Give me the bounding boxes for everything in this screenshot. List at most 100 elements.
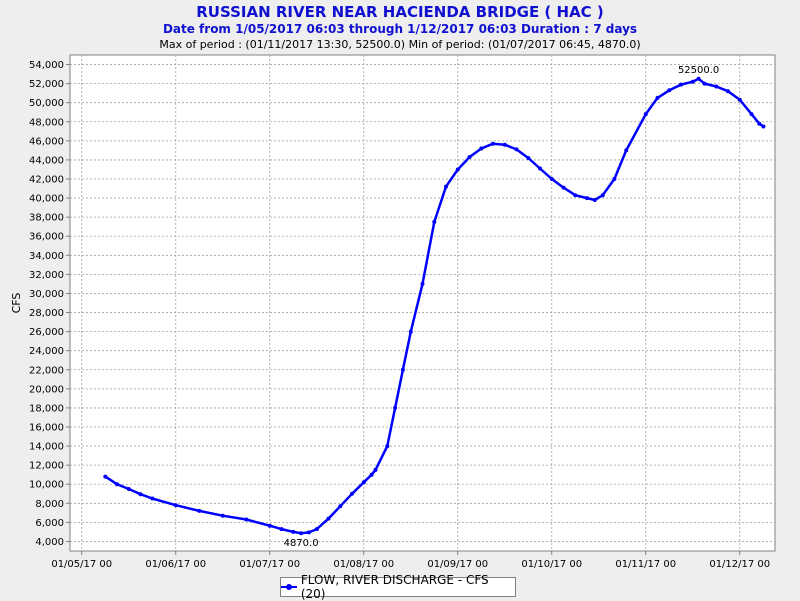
y-tick-label: 30,000 [29, 289, 64, 300]
data-point [338, 504, 343, 509]
data-point [643, 112, 648, 117]
data-point [306, 530, 311, 535]
data-point [467, 155, 472, 160]
data-point [299, 531, 304, 536]
data-point [369, 472, 374, 477]
data-point [385, 444, 390, 449]
data-point [502, 142, 507, 147]
data-point [244, 517, 249, 522]
data-point [326, 516, 331, 521]
data-point [150, 496, 155, 501]
y-tick-label: 52,000 [29, 79, 64, 90]
data-point [455, 167, 460, 172]
data-point [432, 219, 437, 224]
x-tick-label: 01/07/17 00 [239, 559, 300, 570]
y-tick-label: 34,000 [29, 251, 64, 262]
data-point [173, 503, 178, 508]
y-tick-label: 6,000 [35, 518, 64, 529]
y-tick-label: 26,000 [29, 327, 64, 338]
y-tick-label: 54,000 [29, 60, 64, 71]
data-point [526, 156, 531, 160]
data-point [573, 193, 578, 198]
chart-subtitle: Date from 1/05/2017 06:03 through 1/12/2… [163, 22, 637, 36]
data-point [444, 184, 448, 189]
data-point [612, 177, 617, 181]
x-tick-label: 01/06/17 00 [145, 559, 206, 570]
data-point [491, 141, 495, 146]
chart-period-info: Max of period : (01/11/2017 13:30, 52500… [159, 38, 640, 51]
y-tick-label: 48,000 [29, 117, 64, 128]
y-tick-label: 24,000 [29, 346, 64, 357]
data-point [624, 148, 629, 153]
data-point [761, 124, 766, 129]
y-tick-label: 12,000 [29, 461, 64, 472]
data-point [220, 513, 225, 518]
tick-layer: 4,000 6,000 8,000 10,000 12,000 14,000 16,000 1… [29, 60, 770, 570]
data-point [690, 79, 695, 84]
chart-title: RUSSIAN RIVER NEAR HACIENDA BRIDGE ( HAC… [196, 3, 604, 21]
data-point [679, 82, 683, 87]
annotation-layer: 52500.0 4870.0 [284, 65, 720, 549]
y-tick-label: 22,000 [29, 365, 64, 376]
data-point [749, 112, 754, 117]
data-point [655, 95, 660, 100]
max-annotation: 52500.0 [678, 65, 719, 76]
data-point [714, 84, 719, 89]
grid-layer [70, 55, 775, 551]
y-tick-label: 50,000 [29, 98, 64, 109]
data-point [361, 480, 366, 485]
data-point [514, 147, 519, 152]
y-axis-label: CFS [10, 293, 23, 314]
y-tick-label: 4,000 [35, 537, 64, 548]
x-tick-label: 01/12/17 00 [709, 559, 770, 570]
y-tick-label: 42,000 [29, 175, 64, 186]
y-tick-label: 14,000 [29, 442, 64, 453]
data-point [561, 185, 566, 190]
y-tick-label: 32,000 [29, 270, 64, 281]
data-point [138, 492, 143, 497]
data-point [600, 193, 605, 198]
plot-area [69, 54, 776, 552]
data-point [592, 198, 597, 202]
min-annotation: 4870.0 [284, 538, 319, 549]
data-point [314, 527, 319, 532]
y-tick-label: 36,000 [29, 232, 64, 243]
data-point [350, 491, 354, 496]
data-point [696, 76, 701, 81]
data-point [585, 196, 589, 201]
x-tick-label: 01/10/17 00 [521, 559, 582, 570]
data-point [291, 529, 296, 534]
data-point [197, 508, 202, 513]
x-tick-label: 01/11/17 00 [615, 559, 676, 570]
data-point [479, 146, 484, 151]
y-tick-label: 16,000 [29, 423, 64, 434]
data-point [393, 405, 398, 410]
data-point [373, 467, 378, 472]
data-point [400, 367, 405, 372]
y-tick-label: 28,000 [29, 308, 64, 319]
y-tick-label: 10,000 [29, 480, 64, 491]
data-point [126, 487, 131, 491]
legend-swatch [281, 582, 297, 592]
legend: FLOW, RIVER DISCHARGE - CFS (20) [280, 573, 516, 601]
data-point [420, 281, 425, 286]
data-point [103, 474, 108, 479]
y-tick-label: 46,000 [29, 136, 64, 147]
data-point [726, 89, 730, 94]
x-tick-label: 01/05/17 00 [51, 559, 112, 570]
y-tick-label: 44,000 [29, 155, 64, 166]
data-point [408, 329, 413, 334]
data-point [757, 121, 762, 126]
y-tick-label: 40,000 [29, 194, 64, 205]
y-tick-label: 8,000 [35, 499, 64, 510]
data-point [115, 482, 119, 487]
series-layer [103, 76, 766, 536]
data-point [702, 81, 707, 86]
data-point [737, 97, 742, 102]
x-tick-label: 01/09/17 00 [427, 559, 488, 570]
data-point [667, 88, 672, 93]
y-tick-label: 38,000 [29, 213, 64, 224]
data-point [538, 166, 542, 171]
data-point [549, 177, 554, 181]
